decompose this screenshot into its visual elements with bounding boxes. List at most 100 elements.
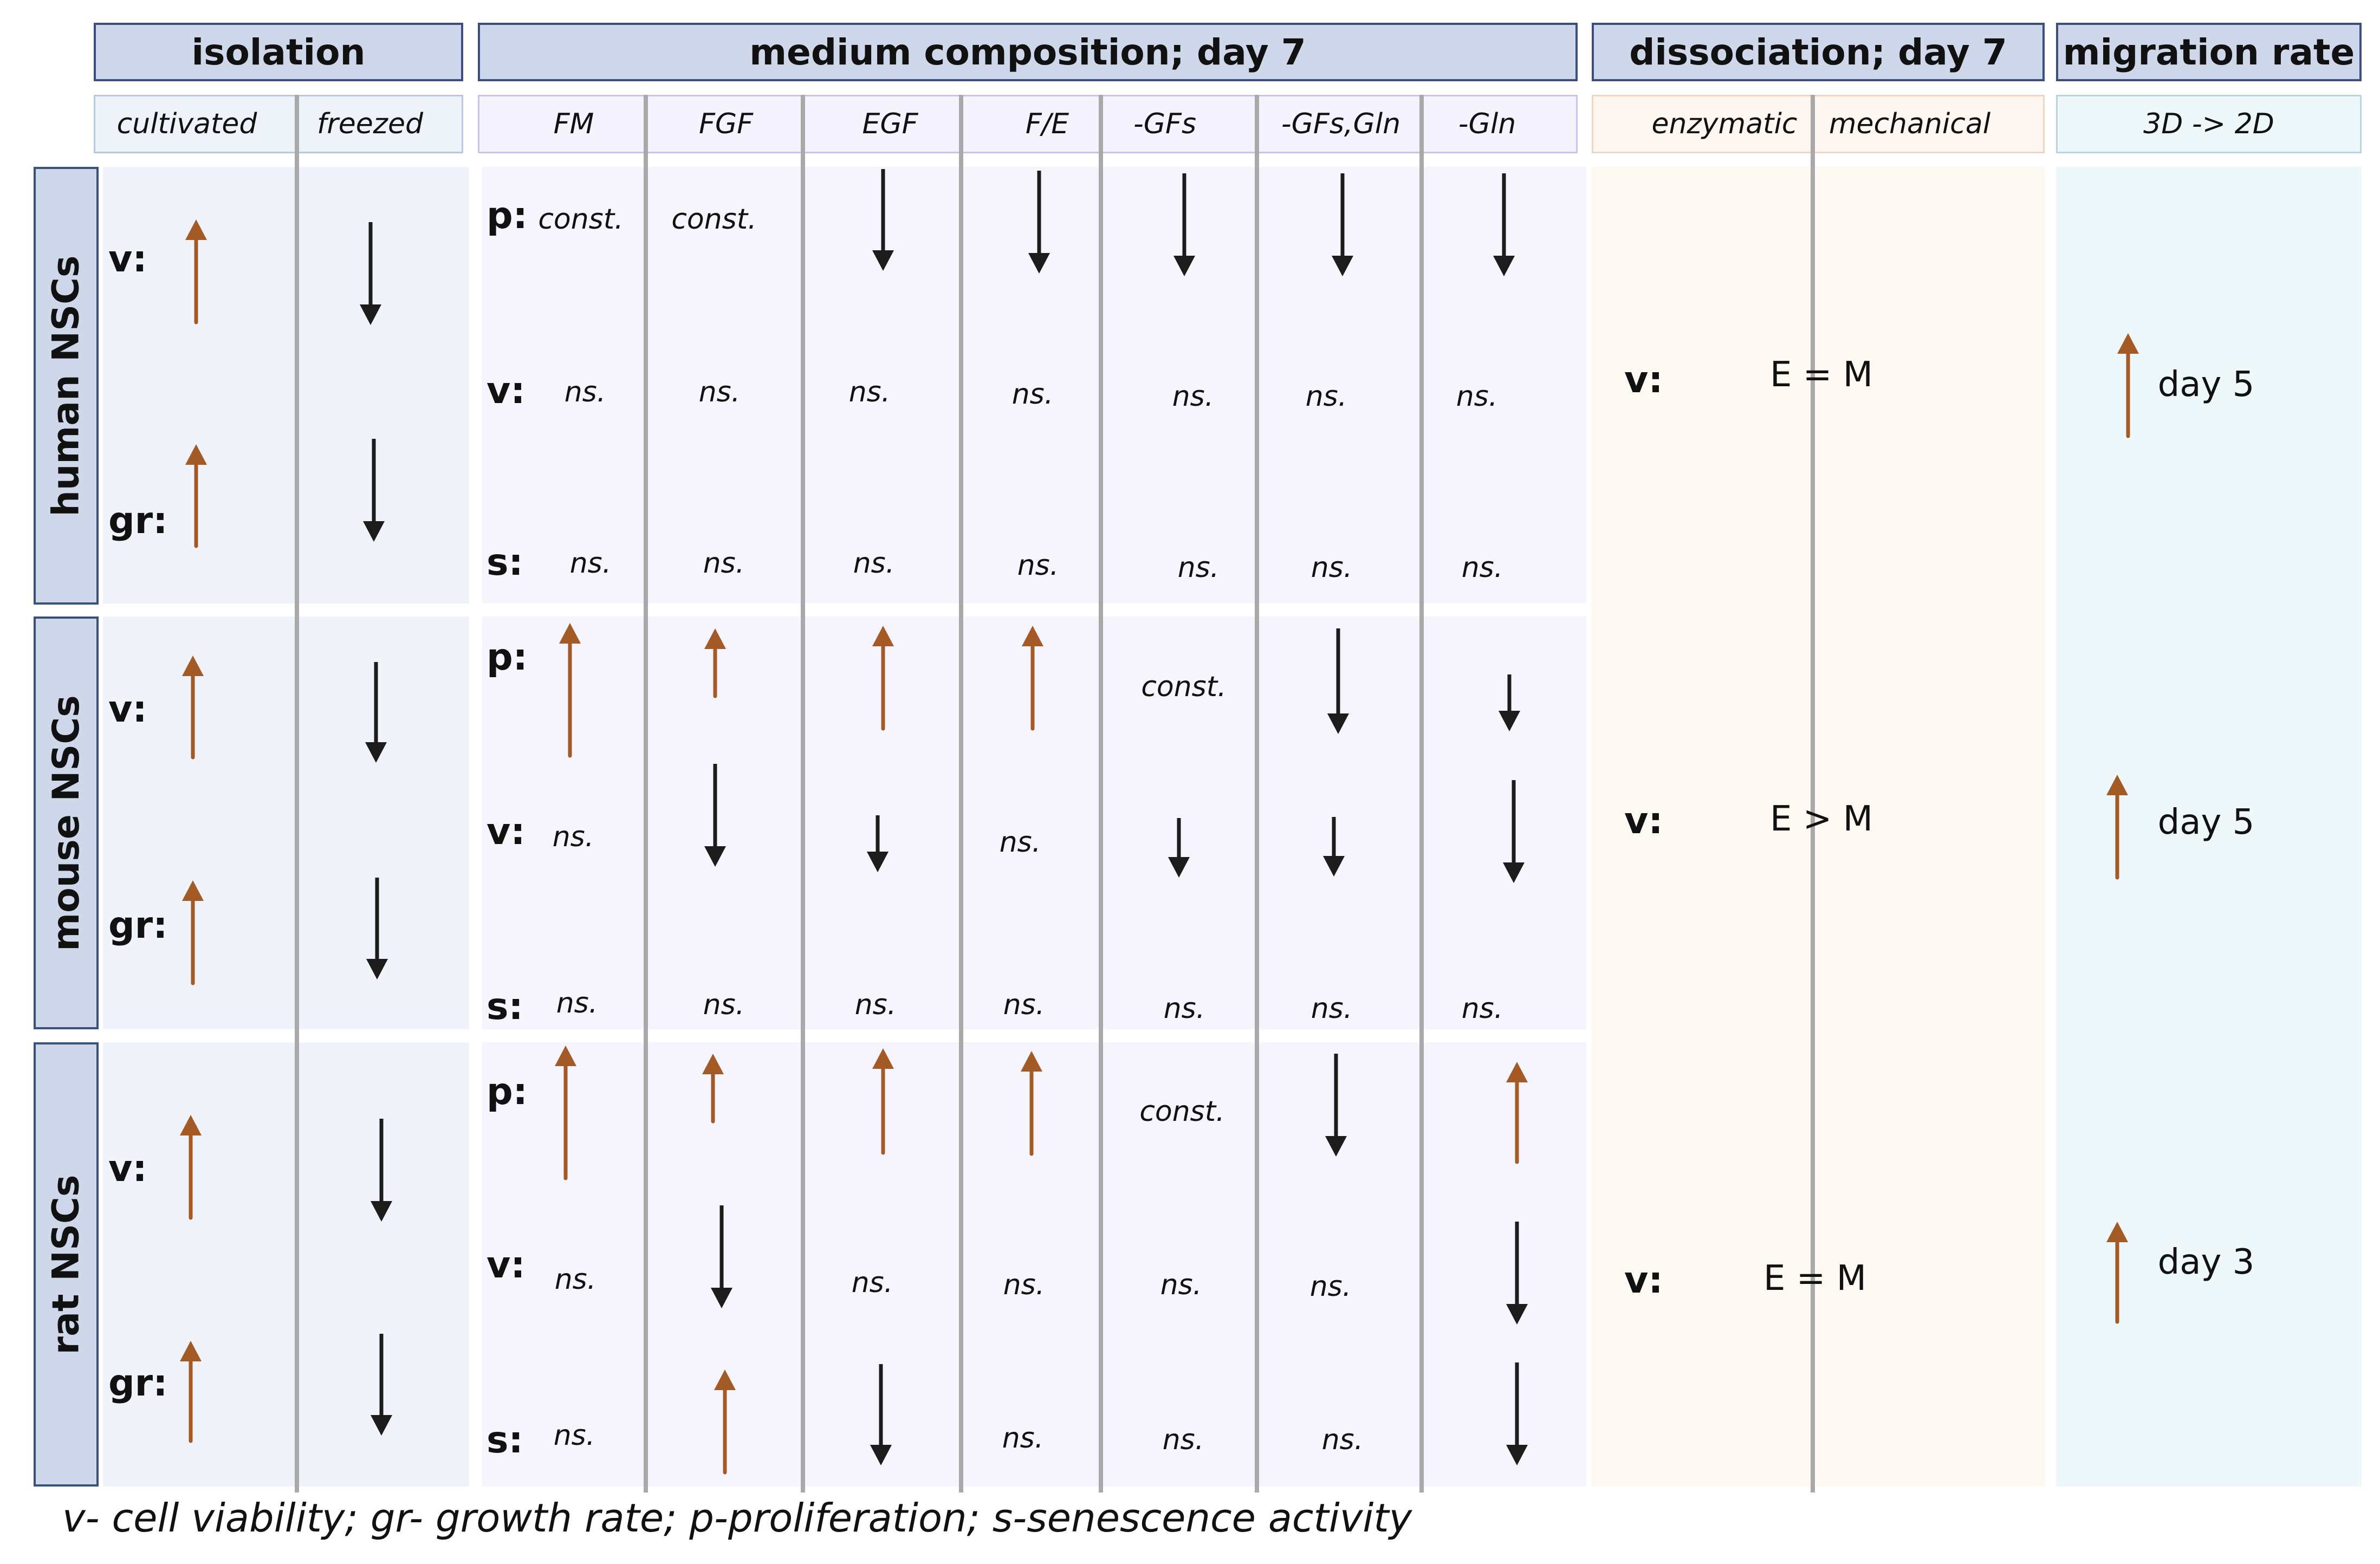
separator-medium-3 [959, 95, 963, 1492]
header-dissociation: dissociation; day 7 [1592, 23, 2045, 81]
separator-medium-1 [644, 95, 648, 1492]
subheader-enzymatic: enzymatic [1651, 108, 1798, 140]
arrow-human-v-cultivated [185, 219, 207, 325]
arrow-human-p-nogfs [1173, 173, 1195, 276]
header-isolation: isolation [94, 23, 463, 81]
cell-rat-v-nogfs: ns. [1160, 1269, 1202, 1301]
subheader-mechanical: mechanical [1828, 108, 1991, 140]
medium-panel-human [482, 167, 1586, 603]
subheader-fm: FM [553, 108, 594, 140]
subheader-fgf: FGF [698, 108, 754, 140]
cell-human-v-fe: ns. [1011, 378, 1054, 411]
cell-mouse-v-fe: ns. [999, 826, 1041, 859]
dissociation-rat: E = M [1763, 1258, 1866, 1299]
cell-mouse-s-fm: ns. [556, 987, 598, 1020]
dissociation-human: E = M [1770, 355, 1873, 395]
arrow-rat-p-fm [555, 1046, 576, 1180]
arrow-mouse-p-egf [872, 626, 894, 731]
arrow-rat-p-nogln [1506, 1062, 1528, 1164]
species-label-rat: rat NSCs [34, 1042, 99, 1487]
cell-human-v-egf: ns. [848, 376, 891, 408]
arrow-mouse-v-nogfs [1168, 818, 1190, 878]
isolation-panel-mouse [103, 616, 469, 1029]
arrow-human-p-fe [1028, 171, 1050, 274]
species-label-human: human NSCs [34, 167, 99, 605]
subheader-medium: FM FGF EGF F/E -GFs -GFs,Gln -Gln [478, 95, 1578, 153]
arrow-mouse-v-cultivated [182, 656, 204, 760]
arrow-mouse-v-nogln [1503, 780, 1525, 883]
arrow-rat-p-nogfsgln [1325, 1054, 1347, 1157]
separator-medium-2 [801, 95, 805, 1492]
cell-rat-v-egf: ns. [851, 1267, 893, 1299]
cell-rat-v-fm: ns. [554, 1263, 596, 1296]
subheader-cultivated: cultivated [116, 108, 257, 140]
row-label-human-s: s: [487, 541, 523, 584]
cell-rat-v-nogfsgln: ns. [1309, 1270, 1352, 1303]
cell-mouse-s-nogln: ns. [1461, 992, 1503, 1025]
arrow-migration-human [2117, 333, 2139, 438]
row-label-human-v-dissociation: v: [1624, 359, 1663, 401]
arrow-mouse-v-fgf [704, 764, 726, 867]
arrow-mouse-v-egf [867, 815, 889, 872]
migration-mouse: day 5 [2157, 802, 2255, 842]
cell-human-s-nogln: ns. [1461, 551, 1503, 584]
subheader-egf: EGF [862, 108, 918, 140]
row-label-mouse-gr: gr: [108, 904, 168, 947]
cell-rat-s-nogfs: ns. [1162, 1424, 1204, 1456]
row-label-rat-v-dissociation: v: [1624, 1259, 1663, 1302]
arrow-rat-v-nogln [1506, 1222, 1528, 1325]
migration-rat: day 3 [2157, 1242, 2255, 1282]
cell-human-s-egf: ns. [853, 547, 895, 580]
cell-rat-p-nogfs: const. [1139, 1095, 1225, 1128]
migration-human: day 5 [2157, 365, 2255, 405]
subheader-no-gln: -Gln [1458, 108, 1516, 140]
row-label-mouse-s: s: [487, 985, 523, 1028]
separator-medium-6 [1419, 95, 1424, 1492]
arrow-rat-v-freezed [371, 1119, 392, 1222]
cell-mouse-s-fe: ns. [1003, 989, 1045, 1021]
row-label-human-v-medium: v: [487, 369, 526, 412]
row-label-human-gr: gr: [108, 499, 168, 542]
arrow-rat-s-fgf [714, 1370, 736, 1475]
arrow-rat-p-fe [1021, 1051, 1042, 1156]
separator-medium-4 [1099, 95, 1103, 1492]
row-label-rat-gr: gr: [108, 1362, 168, 1405]
species-label-mouse: mouse NSCs [34, 616, 99, 1029]
cell-human-v-nogln: ns. [1456, 380, 1498, 413]
cell-human-p-fm: const. [538, 203, 624, 236]
arrow-mouse-p-fgf [704, 628, 726, 698]
separator-dissociation [1811, 95, 1815, 1492]
arrow-human-p-nogfsgln [1332, 173, 1353, 276]
arrow-rat-gr-freezed [371, 1334, 392, 1436]
subheader-freezed: freezed [317, 108, 423, 140]
cell-rat-v-fe: ns. [1003, 1269, 1045, 1301]
arrow-human-v-freezed [360, 222, 381, 325]
cell-human-p-fgf: const. [671, 203, 757, 236]
subheader-migration: 3D -> 2D [2056, 95, 2362, 153]
cell-human-s-fe: ns. [1017, 549, 1059, 582]
header-medium-composition: medium composition; day 7 [478, 23, 1578, 81]
arrow-rat-gr-cultivated [180, 1341, 202, 1443]
cell-human-s-fgf: ns. [703, 547, 745, 580]
arrow-mouse-gr-freezed [366, 878, 388, 979]
cell-human-s-fm: ns. [569, 547, 612, 580]
arrow-rat-p-egf [872, 1048, 894, 1155]
row-label-mouse-v-medium: v: [487, 810, 526, 853]
medium-panel-rat [482, 1042, 1586, 1487]
cell-mouse-s-nogfs: ns. [1163, 992, 1205, 1025]
arrow-rat-p-fgf [702, 1054, 724, 1124]
cell-mouse-p-nogfs: const. [1141, 671, 1227, 703]
arrow-migration-mouse [2106, 775, 2128, 880]
cell-human-s-nogfs: ns. [1177, 551, 1220, 584]
arrow-mouse-v-nogfsgln [1323, 817, 1345, 877]
subheader-f-e: F/E [1025, 108, 1069, 140]
isolation-panel-human [103, 167, 469, 603]
arrow-rat-s-nogln [1506, 1362, 1528, 1465]
subheader-dissociation: enzymatic mechanical [1592, 95, 2045, 153]
cell-mouse-s-nogfsgln: ns. [1311, 992, 1353, 1025]
row-label-mouse-p: p: [487, 636, 528, 679]
cell-rat-s-fm: ns. [553, 1419, 595, 1452]
arrow-rat-v-cultivated [180, 1115, 202, 1220]
separator-medium-5 [1255, 95, 1259, 1492]
